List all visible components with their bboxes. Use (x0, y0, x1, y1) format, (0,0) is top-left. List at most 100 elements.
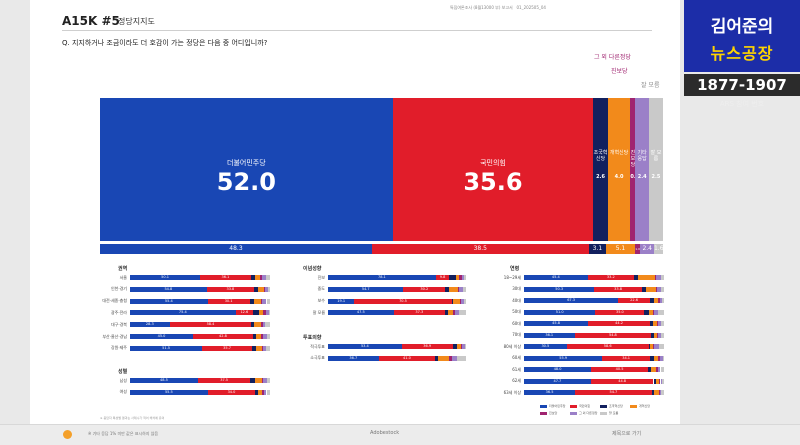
bottom-right-link[interactable]: 제목으로 가기 (612, 431, 642, 437)
legend-label: 개혁신당 (639, 404, 651, 408)
row-segment: 50.3 (524, 286, 595, 292)
legend-label: 진보당 (549, 411, 558, 415)
segment-label: 진보당 (630, 150, 636, 168)
row-segment (261, 378, 263, 383)
row-segment: 34.1 (602, 355, 650, 361)
row-segment: 45.0 (130, 334, 193, 339)
row-segment (445, 286, 450, 292)
callout-dontknow: 잘 모름 (641, 82, 660, 89)
row-segment (658, 344, 664, 349)
row-label: 보수 (317, 298, 325, 304)
legend-label: 더불어민주당 (549, 404, 566, 408)
callout-other-party: 그 외 다른정당 (594, 54, 631, 61)
row-segment: 54.8 (574, 332, 652, 338)
row-segment (658, 390, 661, 395)
row-segment (266, 275, 270, 280)
row-segment (265, 286, 269, 292)
row-segment: 37.5 (197, 378, 251, 383)
row-segment (263, 378, 268, 383)
legend-swatch (630, 404, 637, 408)
row-segment (458, 310, 466, 316)
row-bar: 55.4 30.1 (130, 298, 270, 304)
prev-segment: 48.3 (100, 244, 372, 254)
row-segment: 55.9 (524, 355, 603, 361)
row-segment: 55.5 (130, 389, 208, 395)
row-segment (659, 298, 663, 303)
row-segment (657, 286, 662, 292)
row-segment (252, 345, 257, 351)
row-segment (262, 334, 267, 339)
row-segment: 70.5 (354, 298, 452, 304)
segment-value: 4.0 (614, 174, 624, 180)
row-bar: 53.4 36.9 (328, 344, 466, 349)
row-segment (647, 367, 651, 372)
legend-item: 국민의힘 (570, 404, 600, 408)
row-segment (254, 378, 262, 383)
bar-segment: 개혁신당 4.0 (607, 98, 631, 241)
row-segment (453, 310, 455, 316)
row-bar: 51.5 35.7 (130, 345, 270, 351)
row-segment (254, 322, 262, 328)
main-stacked-bar: 더불어민주당52.0국민의힘35.6조국혁신당2.6개혁신당4.0진보당0.9기… (100, 98, 663, 241)
bar-segment: 잘 모름 2.5 (648, 98, 663, 241)
row-segment (449, 286, 458, 292)
row-bar: 54.8 33.8 (130, 286, 270, 292)
segment-value: 0.9 (630, 174, 639, 180)
row-segment (249, 298, 254, 304)
row-segment (263, 310, 266, 316)
row-segment (254, 286, 259, 292)
row-segment: 45.8 (524, 321, 589, 326)
row-label: 인천·경기 (111, 286, 127, 292)
row-segment (657, 367, 661, 372)
row-segment (653, 378, 657, 384)
row-bar: 67.3 22.6 (524, 298, 664, 303)
slide-subtitle: 정당지지도 (118, 17, 155, 26)
prev-segment: 3.1 (588, 244, 607, 254)
legend-swatch (570, 404, 577, 408)
row-segment (258, 389, 263, 395)
row-bar: 36.1 54.8 (524, 332, 664, 338)
row-segment (268, 286, 270, 292)
row-segment (462, 344, 466, 349)
row-segment: 41.0 (378, 355, 436, 361)
row-segment (449, 275, 457, 280)
legend-swatch (540, 411, 547, 415)
row-segment: 55.4 (130, 298, 208, 304)
row-segment: 19.1 (328, 298, 355, 304)
row-segment (262, 322, 266, 328)
previous-survey-bar: 48.3 38.5 3.1 5.1 1.0 2.4 1.6 (100, 244, 663, 254)
callout-progressive: 진보당 (611, 68, 628, 75)
row-segment: 22.6 (618, 298, 650, 303)
row-segment (454, 310, 459, 316)
row-segment (648, 344, 651, 349)
row-segment: 58.4 (169, 322, 252, 328)
row-segment (658, 309, 664, 315)
survey-question: Q. 지지하거나 조금이라도 더 호감이 가는 정당은 다음 중 어디입니까? (62, 39, 268, 47)
row-segment: 36.9 (401, 344, 453, 349)
row-segment (253, 298, 261, 304)
row-segment (254, 275, 261, 280)
row-label: 남성 (119, 377, 127, 383)
row-segment (654, 355, 659, 361)
legend-swatch (540, 404, 547, 408)
row-segment (660, 378, 662, 384)
prev-segment: 5.1 (606, 244, 635, 254)
row-label: 18~29세 (503, 274, 521, 280)
segment-value: 52.0 (216, 168, 276, 196)
header-divider (62, 30, 652, 31)
footnote: ※ 응답자 특성별 결과는 사례수가 적어 해석에 유의 (100, 416, 165, 420)
row-segment (654, 390, 659, 395)
row-segment (638, 275, 656, 280)
row-segment (655, 275, 657, 280)
bar-segment: 더불어민주당 52.0 (100, 98, 393, 241)
row-label: 60세 (512, 355, 521, 360)
row-segment (458, 275, 462, 280)
row-segment (461, 275, 465, 280)
row-segment (263, 286, 266, 292)
row-segment (456, 344, 461, 349)
slide-title: A15K #5 (62, 14, 120, 28)
row-segment (645, 286, 656, 292)
prev-segment: 1.6 (653, 244, 663, 254)
row-segment (456, 275, 459, 280)
segment-value: 2.6 (596, 174, 605, 180)
